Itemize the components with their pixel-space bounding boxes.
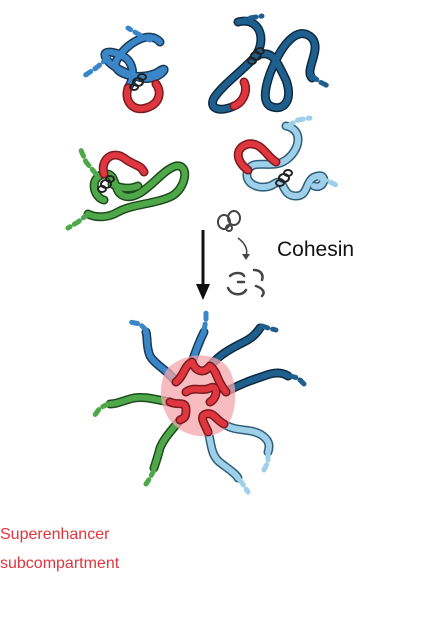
down-arrow-icon — [196, 230, 210, 300]
enhancer-segment-blue — [122, 79, 164, 114]
chromatin-loop-dark-blue — [208, 13, 331, 114]
cohesin-ring-icon — [217, 210, 250, 260]
chromatin-loop-blue — [81, 25, 169, 114]
dashed-fiber-end — [237, 13, 265, 25]
dashed-fiber-end — [125, 25, 153, 43]
dashed-fiber-end — [65, 211, 91, 231]
chromatin-loop-green — [65, 145, 190, 231]
chromatin-loop-light-blue — [233, 115, 341, 201]
arm-dark-blue — [205, 323, 307, 397]
dashed-fiber-end — [143, 467, 157, 487]
arm-light-blue — [203, 419, 274, 495]
cohesin-label: Cohesin — [277, 238, 355, 261]
dashed-fiber-end — [81, 55, 111, 79]
chromatin-fiber-blue — [100, 32, 169, 93]
superenhancer-cluster — [91, 309, 307, 495]
dashed-fiber-end — [91, 401, 111, 419]
chromatin-fiber-dark-blue — [208, 16, 320, 114]
dashed-fiber-end — [259, 323, 279, 333]
dashed-fiber-end — [285, 115, 313, 129]
dashed-fiber-end — [127, 319, 149, 333]
dashed-fiber-end — [77, 145, 99, 177]
dashed-fiber-end — [237, 477, 251, 495]
dashed-fiber-end — [317, 175, 341, 189]
superenhancer-caption-line1: Superenhancer — [0, 526, 110, 543]
cohesin-fragments-icon — [226, 268, 265, 298]
dashed-fiber-end — [261, 451, 271, 473]
chromatin-fiber-light-blue — [242, 121, 329, 201]
arm-green — [91, 393, 185, 487]
enhancer-segment-dark-blue — [229, 77, 251, 111]
enhancer-cluster — [165, 357, 231, 437]
dashed-fiber-end — [201, 309, 209, 333]
dashed-fiber-end — [309, 73, 331, 89]
superenhancer-caption-line2: subcompartment — [0, 555, 120, 572]
enhancer-segment-green — [98, 150, 149, 179]
enhancer-segment-light-blue — [233, 139, 281, 175]
dashed-fiber-end — [287, 373, 307, 387]
